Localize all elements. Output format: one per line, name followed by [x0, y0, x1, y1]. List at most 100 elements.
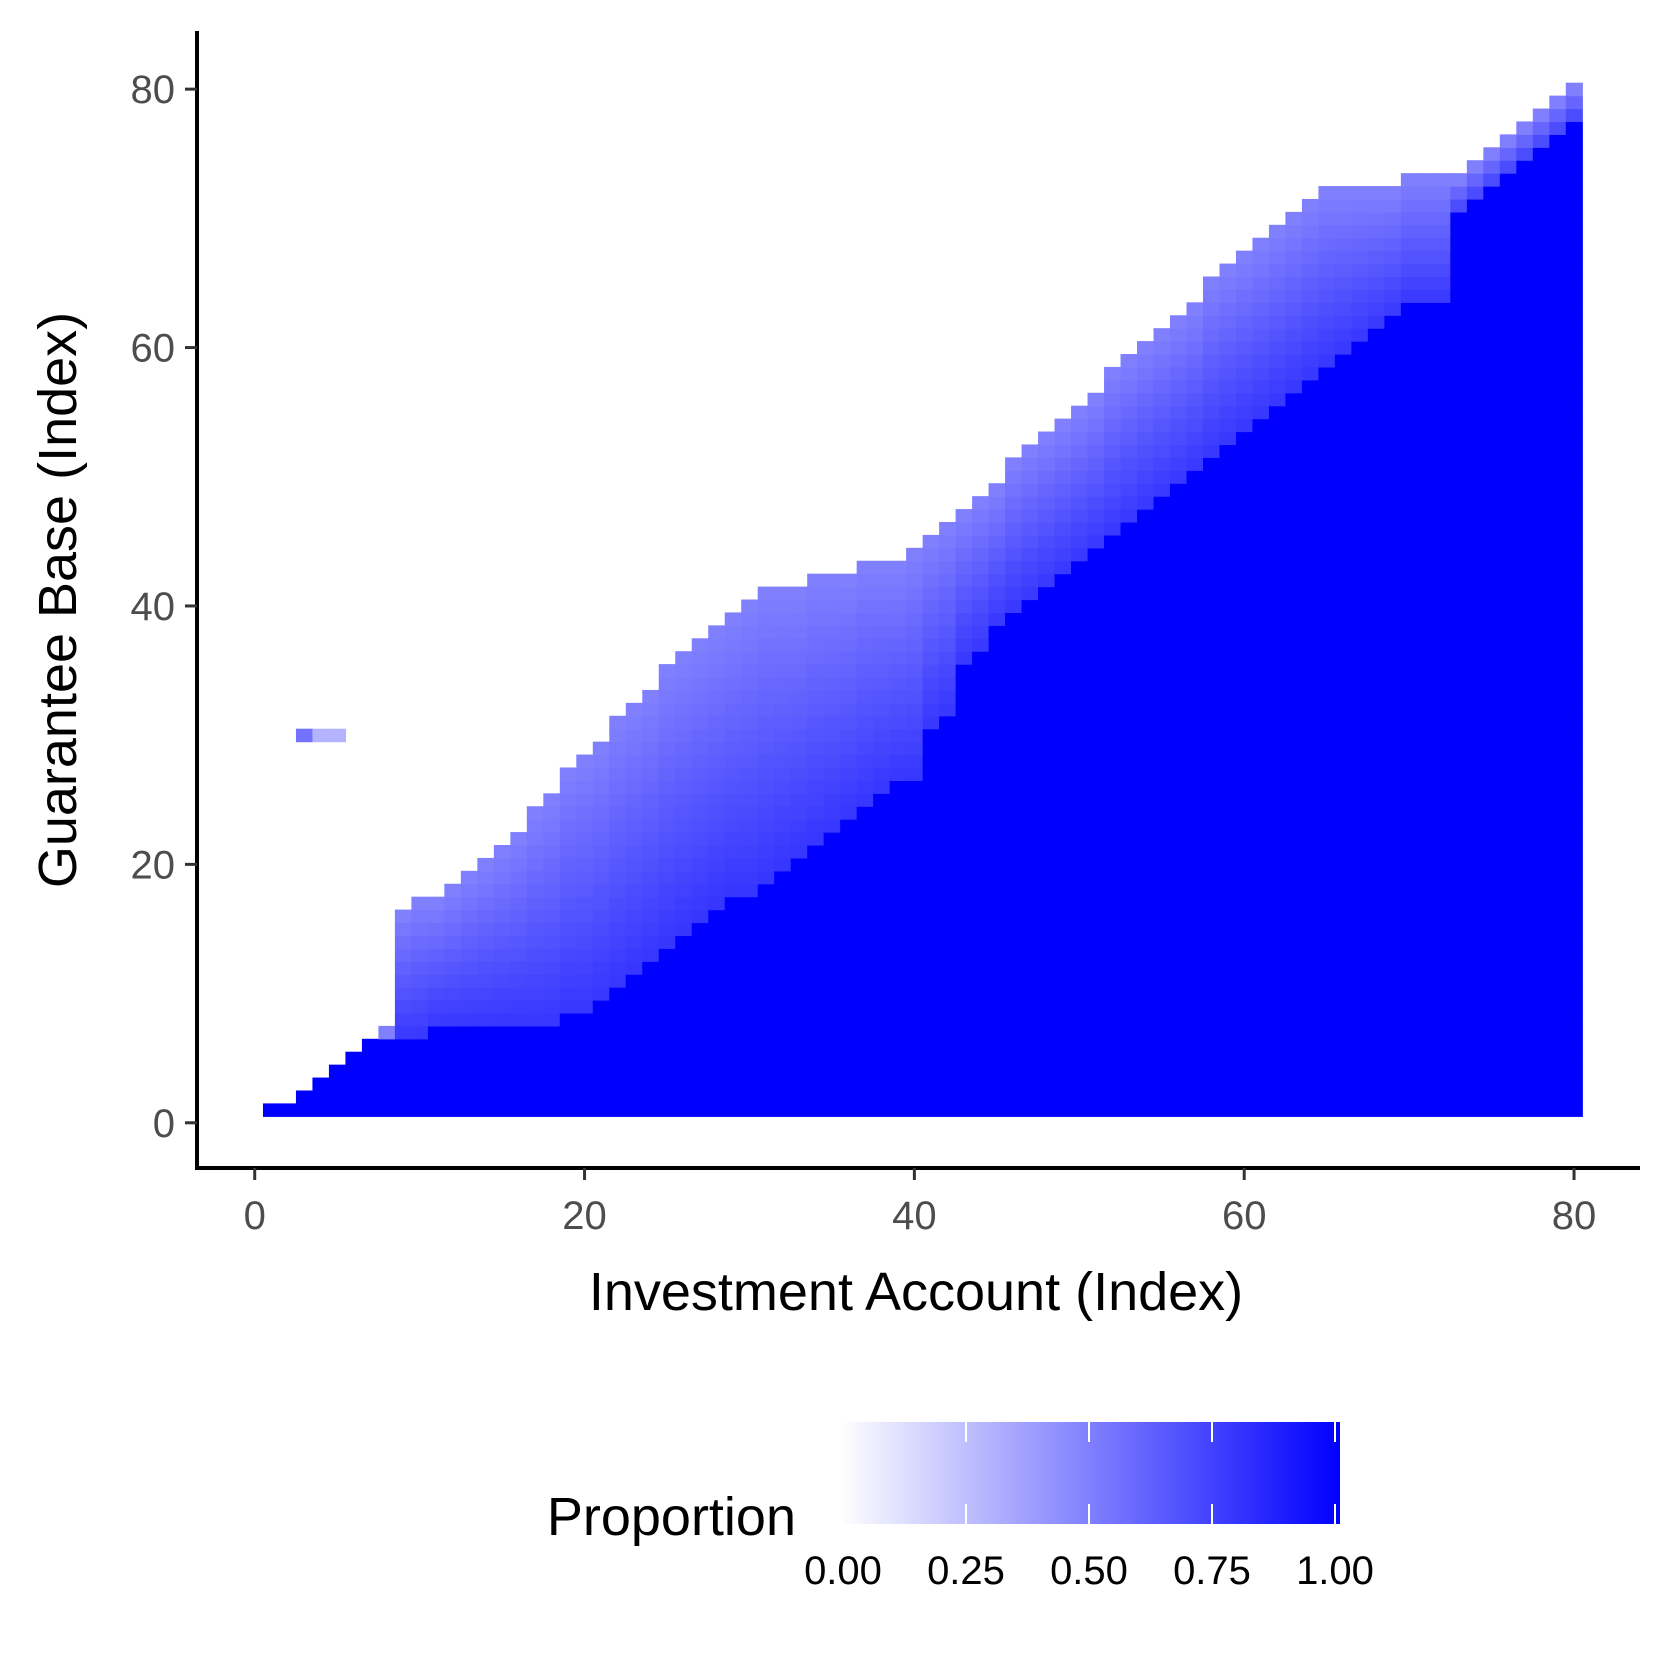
heatmap-cell — [625, 780, 643, 794]
heatmap-cell — [1252, 547, 1270, 562]
heatmap-cell — [1417, 870, 1435, 885]
heatmap-cell — [543, 1077, 561, 1092]
heatmap-cell — [1351, 793, 1369, 807]
heatmap-cell — [675, 935, 693, 949]
heatmap-cell — [1252, 987, 1270, 1001]
heatmap-cell — [972, 870, 990, 885]
heatmap-cell — [1137, 457, 1155, 471]
heatmap-cell — [1334, 689, 1352, 704]
heatmap-cell — [889, 832, 907, 846]
heatmap-cell — [1252, 651, 1270, 665]
heatmap-cell — [922, 1090, 940, 1104]
heatmap-cell — [1219, 664, 1237, 678]
heatmap-cell — [1367, 909, 1385, 924]
heatmap-cell — [1285, 379, 1303, 394]
heatmap-cell — [840, 1051, 858, 1066]
heatmap-cell — [1301, 651, 1320, 665]
heatmap-cell — [510, 896, 528, 911]
heatmap-cell — [1532, 896, 1550, 911]
heatmap-cell — [1532, 832, 1550, 846]
heatmap-cell — [1252, 560, 1270, 575]
heatmap-cell — [1499, 728, 1517, 743]
heatmap-cell — [1021, 638, 1039, 652]
heatmap-cell — [939, 677, 957, 691]
heatmap-cell — [774, 702, 792, 717]
heatmap-cell — [675, 1000, 693, 1014]
heatmap-cell — [1202, 702, 1221, 717]
heatmap-cell — [1565, 922, 1583, 937]
heatmap-cell — [856, 974, 874, 988]
heatmap-cell — [658, 741, 676, 756]
heatmap-cell — [1351, 1103, 1369, 1117]
heatmap-cell — [1433, 534, 1451, 549]
heatmap-cell — [675, 1077, 693, 1092]
heatmap-cell — [1268, 1051, 1287, 1066]
heatmap-cell — [1400, 457, 1418, 471]
heatmap-cell — [1137, 819, 1155, 833]
heatmap-cell — [1301, 948, 1320, 962]
heatmap-cell — [1433, 1051, 1451, 1066]
heatmap-cell — [1400, 431, 1418, 446]
heatmap-cell — [889, 883, 907, 898]
heatmap-cell — [394, 1077, 412, 1092]
heatmap-cell — [1351, 1051, 1369, 1066]
heatmap-cell — [1433, 909, 1451, 924]
heatmap-cell — [1202, 677, 1221, 691]
heatmap-cell — [906, 1064, 924, 1079]
heatmap-cell — [1466, 315, 1484, 329]
heatmap-cell — [757, 883, 775, 898]
heatmap-cell — [427, 1077, 445, 1092]
heatmap-cell — [807, 896, 825, 911]
heatmap-cell — [411, 1064, 429, 1079]
heatmap-cell — [559, 1038, 577, 1053]
heatmap-cell — [1499, 186, 1517, 200]
heatmap-cell — [1071, 547, 1089, 562]
heatmap-cell — [1038, 857, 1056, 872]
heatmap-cell — [922, 1038, 940, 1053]
heatmap-cell — [972, 935, 990, 949]
heatmap-cell — [1433, 521, 1451, 536]
heatmap-cell — [1516, 224, 1534, 239]
heatmap-cell — [790, 857, 808, 872]
heatmap-cell — [1549, 263, 1567, 278]
heatmap-cell — [1450, 664, 1468, 678]
heatmap-cell — [939, 715, 957, 730]
heatmap-cell — [1367, 1064, 1385, 1079]
heatmap-cell — [988, 1090, 1006, 1104]
heatmap-cell — [1351, 728, 1369, 743]
heatmap-cell — [1417, 793, 1435, 807]
heatmap-cell — [889, 909, 907, 924]
heatmap-cell — [1483, 586, 1501, 601]
heatmap-cell — [1549, 625, 1567, 639]
heatmap-cell — [955, 935, 973, 949]
heatmap-cell — [1186, 1051, 1204, 1066]
heatmap-cell — [774, 625, 792, 639]
heatmap-cell — [1433, 612, 1451, 626]
heatmap-cell — [1186, 1038, 1204, 1053]
heatmap-cell — [691, 1038, 709, 1053]
heatmap-cell — [1351, 573, 1369, 588]
heatmap-cell — [790, 870, 808, 885]
heatmap-cell — [477, 948, 495, 962]
heatmap-cell — [1516, 173, 1534, 187]
heatmap-cell — [1235, 883, 1254, 898]
heatmap-cell — [823, 883, 841, 898]
heatmap-cell — [1318, 728, 1336, 743]
heatmap-cell — [691, 974, 709, 988]
heatmap-cell — [1120, 521, 1138, 536]
heatmap-cell — [856, 819, 874, 833]
heatmap-cell — [1565, 857, 1583, 872]
heatmap-cell — [1367, 560, 1385, 575]
heatmap-cell — [1054, 974, 1072, 988]
heatmap-cell — [1169, 922, 1188, 937]
heatmap-cell — [1268, 1103, 1287, 1117]
heatmap-cell — [1219, 328, 1237, 342]
heatmap-cell — [1516, 767, 1534, 781]
heatmap-cell — [1186, 560, 1204, 575]
heatmap-cell — [922, 677, 940, 691]
heatmap-cell — [1268, 483, 1287, 497]
heatmap-cell — [1005, 612, 1023, 626]
heatmap-cell — [526, 1038, 544, 1053]
heatmap-cell — [1417, 341, 1435, 355]
heatmap-cell — [1038, 715, 1056, 730]
